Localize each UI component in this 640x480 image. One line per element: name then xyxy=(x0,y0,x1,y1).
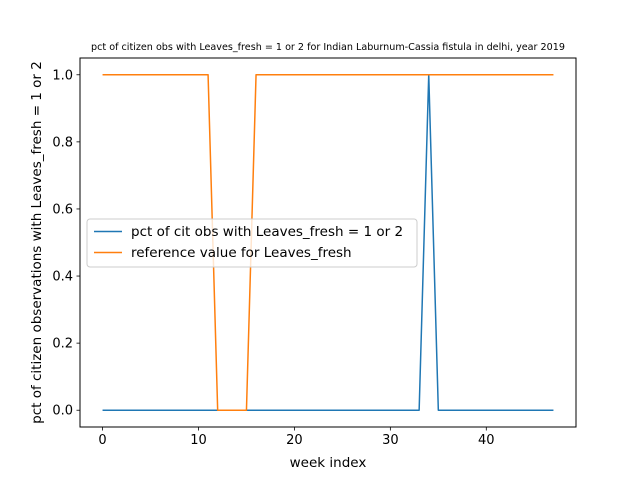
legend-label-1: pct of cit obs with Leaves_fresh = 1 or … xyxy=(131,224,403,240)
y-tick-label: 0.8 xyxy=(52,135,73,150)
legend-box xyxy=(86,218,418,268)
x-tick-label: 30 xyxy=(382,433,399,448)
plot-frame xyxy=(79,57,577,428)
y-tick-label: 0.4 xyxy=(52,270,73,285)
y-tick-label: 0.2 xyxy=(52,337,73,352)
y-axis-label: pct of citizen observations with Leaves_… xyxy=(29,61,45,424)
y-tick-label: 1.0 xyxy=(52,68,73,83)
y-axis-ticks: 0.0 0.2 0.4 0.6 0.8 1.0 xyxy=(52,68,80,419)
plot-lines xyxy=(102,74,554,411)
x-axis-ticks: 0 10 20 30 40 xyxy=(98,427,495,448)
series-line-2 xyxy=(102,74,554,411)
x-tick-label: 10 xyxy=(190,433,207,448)
x-tick-label: 0 xyxy=(98,433,106,448)
y-tick-label: 0.6 xyxy=(52,202,73,217)
x-tick-label: 40 xyxy=(478,433,495,448)
x-tick-label: 20 xyxy=(286,433,303,448)
legend: pct of cit obs with Leaves_fresh = 1 or … xyxy=(86,218,418,268)
x-axis-label: week index xyxy=(290,455,367,471)
y-tick-label: 0.0 xyxy=(52,404,73,419)
series-line-1 xyxy=(102,74,554,411)
legend-label-2: reference value for Leaves_fresh xyxy=(131,245,352,261)
chart-title: pct of citizen obs with Leaves_fresh = 1… xyxy=(91,42,565,53)
